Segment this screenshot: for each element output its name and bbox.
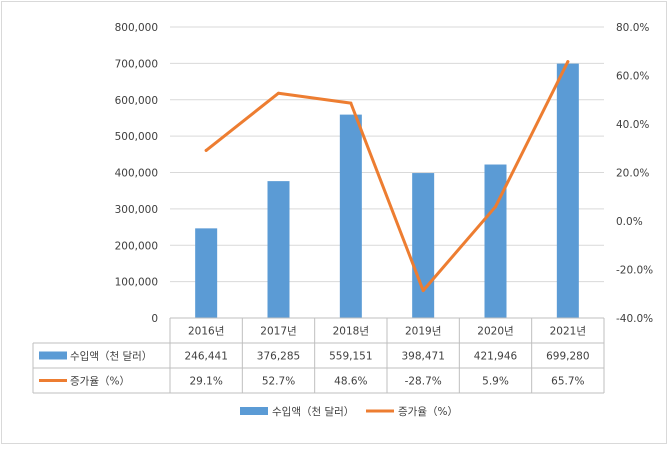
category-label: 2018년 xyxy=(333,326,369,338)
right-tick-label: 0.0% xyxy=(616,216,643,228)
category-label: 2017년 xyxy=(260,326,296,338)
left-tick-label: 300,000 xyxy=(115,204,158,216)
line-point xyxy=(566,60,570,64)
left-tick-label: 600,000 xyxy=(115,95,158,107)
legend-label: 증가율（%） xyxy=(398,406,458,418)
line-point xyxy=(421,289,425,293)
table-cell-value: 398,471 xyxy=(401,351,444,363)
line-point xyxy=(204,148,208,152)
line-point xyxy=(277,91,280,95)
right-tick-label: 60.0% xyxy=(616,71,649,83)
right-tick-label: 40.0% xyxy=(616,119,649,131)
gridlines xyxy=(170,26,604,283)
line-point xyxy=(349,101,353,105)
right-axis: -40.0% -20.0% 0.0% 20.0% 40.0% 60.0% 80.0% xyxy=(616,22,653,325)
table-row-header: 수입액（천 달러） xyxy=(70,350,152,363)
category-label: 2016년 xyxy=(188,326,224,338)
table-cell-value: 5.9% xyxy=(482,376,509,388)
table-cell-value: 421,946 xyxy=(474,351,518,363)
bar xyxy=(195,228,218,318)
right-tick-label: 80.0% xyxy=(616,22,649,34)
left-tick-label: 100,000 xyxy=(115,277,158,289)
table-row-header: 증가율（%） xyxy=(70,376,130,388)
right-tick-label: -20.0% xyxy=(616,265,653,277)
table-cell-value: 699,280 xyxy=(546,351,589,363)
table-cell-value: 48.6% xyxy=(334,376,367,388)
table-cell-value: 65.7% xyxy=(551,376,584,388)
left-tick-label: 200,000 xyxy=(115,240,158,252)
table-cell-value: 559,151 xyxy=(329,351,372,363)
line-path xyxy=(204,60,570,293)
bar xyxy=(339,114,362,318)
right-tick-label: 20.0% xyxy=(616,168,649,180)
bar xyxy=(484,164,507,318)
left-axis: 0 100,000 200,000 300,000 400,000 500,000 600,… xyxy=(115,22,158,325)
bar-series xyxy=(195,63,579,318)
table-cell-value: -28.7% xyxy=(405,376,442,388)
legend-label: 수입액（천 달러） xyxy=(272,405,354,418)
category-label: 2020년 xyxy=(477,326,513,338)
left-tick-label: 700,000 xyxy=(115,58,158,70)
left-tick-label: 400,000 xyxy=(115,168,158,180)
line-series xyxy=(204,60,570,293)
category-label: 2019년 xyxy=(405,326,441,338)
left-tick-label: 800,000 xyxy=(115,22,158,34)
table-cell-value: 29.1% xyxy=(189,376,222,388)
table-bar-key xyxy=(39,351,67,360)
bar xyxy=(267,181,290,318)
table-cell-value: 376,285 xyxy=(257,351,300,363)
legend: 수입액（천 달러） 증가율（%） xyxy=(240,405,458,418)
right-tick-label: -40.0% xyxy=(616,313,653,325)
table-cell-value: 246,441 xyxy=(184,351,227,363)
line-point xyxy=(494,205,497,209)
left-tick-label: 0 xyxy=(151,313,158,325)
left-tick-label: 500,000 xyxy=(115,131,158,143)
category-label: 2021년 xyxy=(550,326,586,338)
legend-bar-key xyxy=(240,407,268,415)
table-cell-value: 52.7% xyxy=(262,376,295,388)
bar xyxy=(412,173,435,318)
bar xyxy=(556,63,579,318)
